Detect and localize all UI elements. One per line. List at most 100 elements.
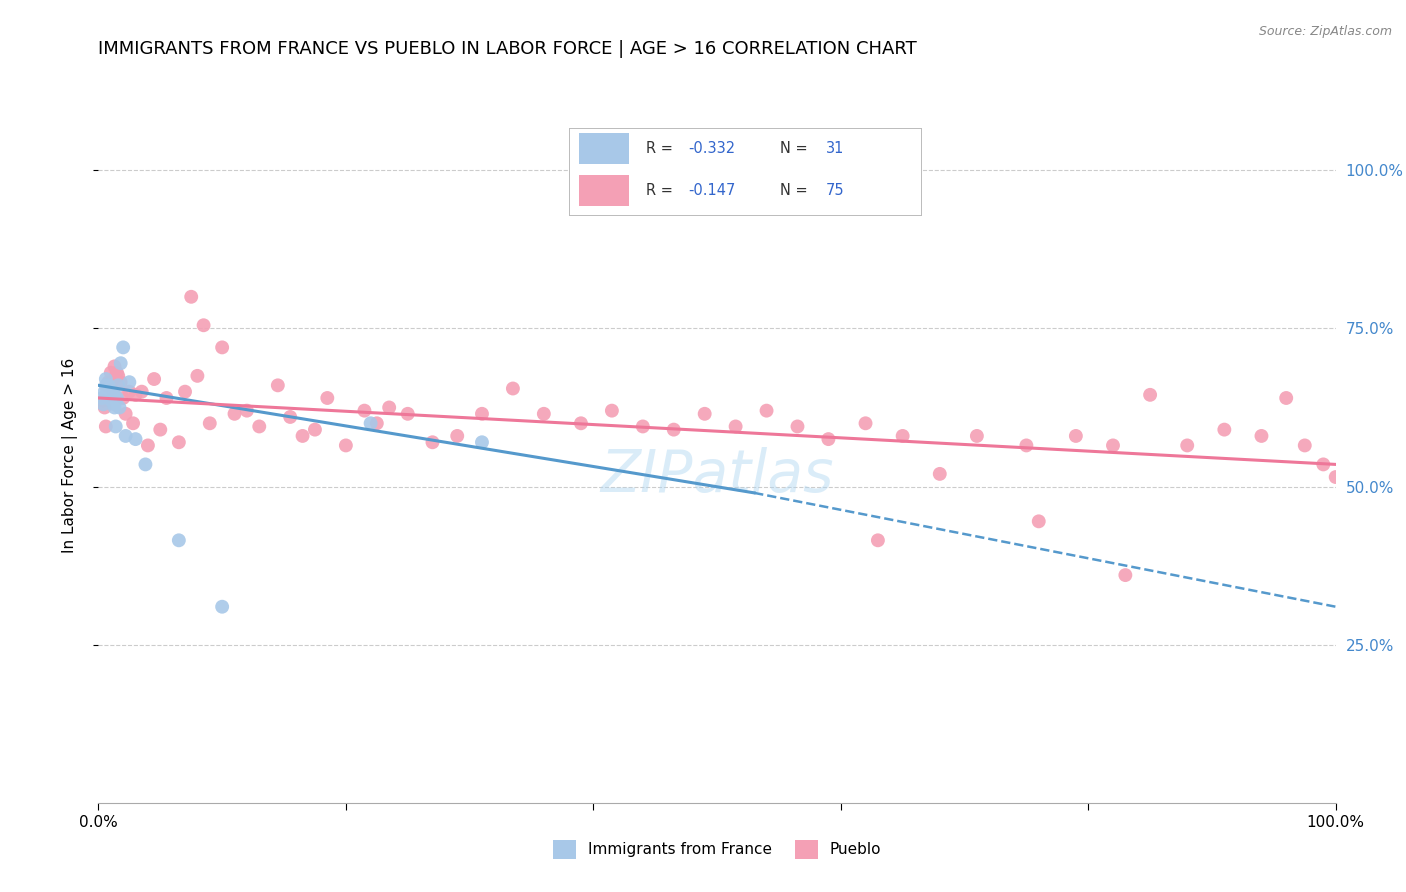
Point (366, 417, 388, 431)
Point (91, 391, 114, 405)
Point (124, 432, 146, 446)
Point (1064, 429, 1087, 443)
Point (94, 419, 117, 434)
Point (167, 533, 190, 548)
Point (180, 290, 202, 304)
Point (107, 368, 129, 383)
Point (224, 407, 246, 421)
Point (97, 384, 120, 399)
Point (104, 368, 127, 383)
Point (97, 378, 120, 392)
Point (1324, 470, 1347, 484)
Point (96, 378, 118, 392)
Point (755, 403, 778, 417)
Point (193, 318, 215, 333)
Point (101, 391, 124, 405)
Point (198, 417, 221, 431)
Point (236, 403, 259, 417)
Point (110, 375, 132, 389)
Point (118, 384, 141, 399)
Point (1139, 388, 1161, 402)
Point (1114, 568, 1136, 582)
Point (93, 401, 115, 415)
Point (1312, 458, 1334, 472)
Point (104, 419, 127, 434)
Point (155, 391, 177, 405)
Point (855, 417, 877, 431)
Point (100, 384, 122, 399)
Point (103, 401, 125, 415)
Point (103, 384, 125, 399)
Point (124, 388, 146, 402)
Point (278, 409, 301, 424)
Point (693, 407, 716, 421)
Point (96, 384, 118, 399)
Point (167, 435, 190, 450)
Point (211, 340, 233, 354)
Point (105, 391, 128, 405)
Point (502, 382, 524, 396)
Point (143, 372, 166, 386)
Point (118, 375, 141, 389)
Point (1102, 438, 1125, 452)
Point (360, 417, 382, 431)
Point (186, 368, 208, 383)
Point (97, 375, 120, 389)
Point (103, 359, 125, 374)
Point (866, 533, 889, 548)
Point (353, 403, 375, 417)
Point (105, 366, 128, 380)
Point (211, 599, 233, 614)
Point (662, 423, 685, 437)
Point (1250, 429, 1272, 443)
Point (122, 417, 145, 431)
Point (471, 435, 494, 450)
Legend: Immigrants from France, Pueblo: Immigrants from France, Pueblo (547, 834, 887, 864)
Point (316, 391, 339, 405)
Point (1275, 391, 1298, 405)
Point (533, 407, 555, 421)
Point (631, 419, 654, 434)
Point (131, 384, 153, 399)
Point (93, 384, 115, 399)
Point (100, 366, 122, 380)
Point (94, 378, 117, 392)
Point (267, 378, 290, 392)
Point (446, 429, 468, 443)
Point (1175, 438, 1198, 452)
Point (174, 384, 197, 399)
Point (108, 401, 131, 415)
Point (134, 458, 156, 472)
Point (98, 384, 121, 399)
Point (928, 467, 950, 481)
Point (471, 407, 494, 421)
Point (101, 375, 124, 389)
Point (378, 401, 401, 415)
Point (103, 388, 125, 402)
Point (1294, 438, 1316, 452)
Point (1028, 514, 1050, 528)
Point (101, 394, 124, 409)
Point (891, 429, 914, 443)
Point (114, 407, 136, 421)
Point (136, 438, 159, 452)
Point (396, 407, 419, 421)
Point (1015, 438, 1038, 452)
Point (114, 429, 136, 443)
Point (100, 391, 122, 405)
Point (1213, 423, 1236, 437)
Y-axis label: In Labor Force | Age > 16: In Labor Force | Age > 16 (62, 358, 77, 552)
Point (966, 429, 988, 443)
Point (93, 394, 115, 409)
Point (247, 419, 270, 434)
Point (817, 432, 839, 446)
Point (149, 423, 172, 437)
Point (96, 378, 118, 392)
Point (786, 419, 808, 434)
Point (304, 423, 326, 437)
Point (112, 340, 135, 354)
Point (422, 435, 444, 450)
Point (107, 378, 129, 392)
Point (335, 438, 357, 452)
Point (291, 429, 314, 443)
